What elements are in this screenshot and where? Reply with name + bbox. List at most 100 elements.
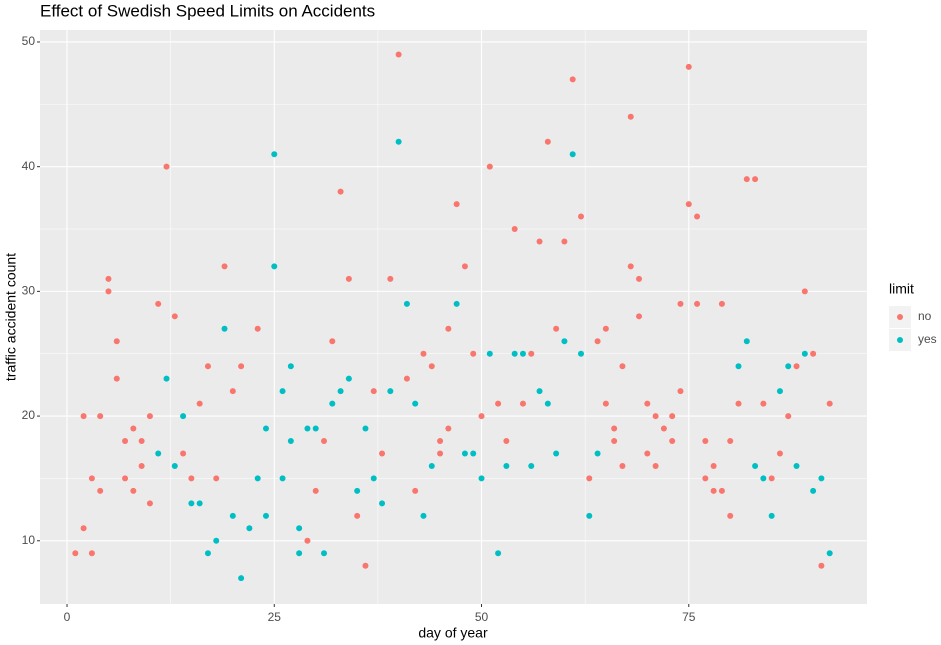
point	[519, 350, 526, 357]
point	[503, 438, 510, 445]
point	[321, 550, 328, 557]
point	[752, 176, 759, 183]
point	[395, 138, 402, 145]
point	[254, 475, 261, 482]
point	[304, 537, 311, 544]
point	[818, 562, 825, 569]
point	[412, 400, 419, 407]
point	[420, 512, 427, 519]
point	[685, 63, 692, 70]
point	[262, 512, 269, 519]
point	[445, 425, 452, 432]
point	[345, 375, 352, 382]
point	[337, 388, 344, 395]
y-tick-label: 50	[22, 34, 36, 48]
point	[238, 363, 245, 370]
point	[743, 338, 750, 345]
point	[180, 413, 187, 420]
point	[138, 462, 145, 469]
point	[130, 487, 137, 494]
point	[97, 487, 104, 494]
point	[188, 475, 195, 482]
point	[685, 201, 692, 208]
y-axis-label: traffic accident count	[3, 253, 19, 381]
legend-label: yes	[918, 332, 937, 346]
point	[544, 400, 551, 407]
point	[677, 300, 684, 307]
point	[287, 363, 294, 370]
point	[97, 413, 104, 420]
point	[652, 413, 659, 420]
point	[602, 325, 609, 332]
point	[718, 300, 725, 307]
point	[445, 325, 452, 332]
point	[88, 475, 95, 482]
point	[229, 388, 236, 395]
point	[271, 151, 278, 158]
point	[826, 550, 833, 557]
point	[785, 413, 792, 420]
point	[296, 550, 303, 557]
point	[652, 462, 659, 469]
point	[180, 450, 187, 457]
point	[370, 388, 377, 395]
point	[395, 51, 402, 58]
point	[196, 400, 203, 407]
point	[577, 350, 584, 357]
point	[113, 338, 120, 345]
point	[818, 475, 825, 482]
legend-title: limit	[889, 281, 914, 297]
point	[727, 512, 734, 519]
point	[279, 475, 286, 482]
point	[412, 487, 419, 494]
point	[511, 350, 518, 357]
point	[478, 413, 485, 420]
point	[669, 438, 676, 445]
point	[528, 350, 535, 357]
point	[354, 487, 361, 494]
point	[727, 438, 734, 445]
point	[553, 325, 560, 332]
point	[321, 438, 328, 445]
point	[660, 425, 667, 432]
point	[362, 425, 369, 432]
legend-marker	[897, 314, 903, 320]
point	[403, 375, 410, 382]
point	[594, 450, 601, 457]
point	[486, 163, 493, 170]
point	[511, 226, 518, 233]
point	[171, 313, 178, 320]
point	[495, 400, 502, 407]
point	[536, 238, 543, 245]
point	[354, 512, 361, 519]
point	[130, 425, 137, 432]
legend-marker	[897, 337, 903, 343]
point	[644, 450, 651, 457]
point	[735, 363, 742, 370]
point	[619, 363, 626, 370]
point	[221, 325, 228, 332]
point	[345, 275, 352, 282]
point	[453, 300, 460, 307]
point	[138, 438, 145, 445]
point	[694, 300, 701, 307]
point	[793, 462, 800, 469]
point	[470, 450, 477, 457]
point	[387, 275, 394, 282]
point	[619, 462, 626, 469]
point	[636, 275, 643, 282]
point	[768, 512, 775, 519]
point	[461, 263, 468, 270]
point	[155, 450, 162, 457]
point	[403, 300, 410, 307]
point	[602, 400, 609, 407]
point	[155, 300, 162, 307]
point	[743, 176, 750, 183]
point	[702, 438, 709, 445]
point	[553, 450, 560, 457]
point	[810, 487, 817, 494]
point	[213, 475, 220, 482]
point	[544, 138, 551, 145]
point	[171, 462, 178, 469]
